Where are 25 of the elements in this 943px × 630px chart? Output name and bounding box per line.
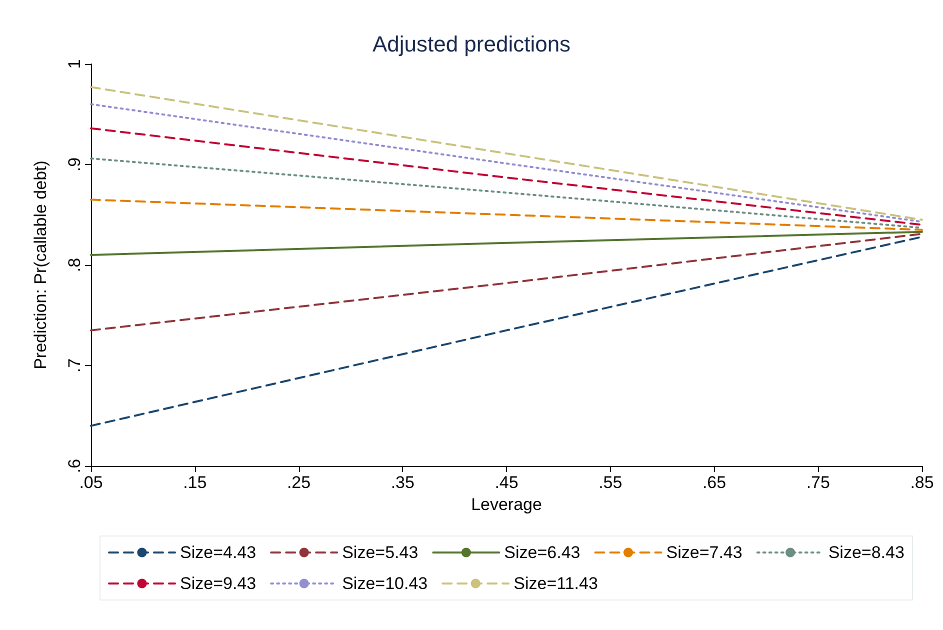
x-tick-label: .45 [494,473,518,492]
y-tick-label: .6 [65,458,84,474]
x-tick-label: .15 [183,473,207,492]
chart-title: Adjusted predictions [372,32,571,56]
legend-label: Size=11.43 [514,574,598,593]
y-tick-label: .7 [65,358,84,373]
x-tick-label: .85 [910,473,934,492]
x-axis-title: Leverage [471,494,542,514]
legend-label: Size=8.43 [828,543,904,562]
legend-label: Size=5.43 [342,543,418,562]
y-tick-label: 1 [65,59,84,69]
y-tick-label: .9 [65,157,84,172]
x-tick-label: .25 [286,473,311,492]
legend-label: Size=10.43 [342,574,428,593]
legend-label: Size=7.43 [666,543,742,562]
x-tick-label: .35 [390,473,414,492]
legend-label: Size=6.43 [504,543,580,562]
legend-label: Size=4.43 [180,543,256,562]
y-axis-title: Prediction: Pr(callable debt) [31,160,50,370]
y-tick-label: .8 [65,258,84,272]
x-tick-label: .65 [702,473,726,492]
x-tick-label: .55 [598,473,622,492]
legend-label: Size=9.43 [180,574,256,593]
x-tick-label: .75 [806,473,830,492]
x-tick-label: .05 [79,473,103,492]
